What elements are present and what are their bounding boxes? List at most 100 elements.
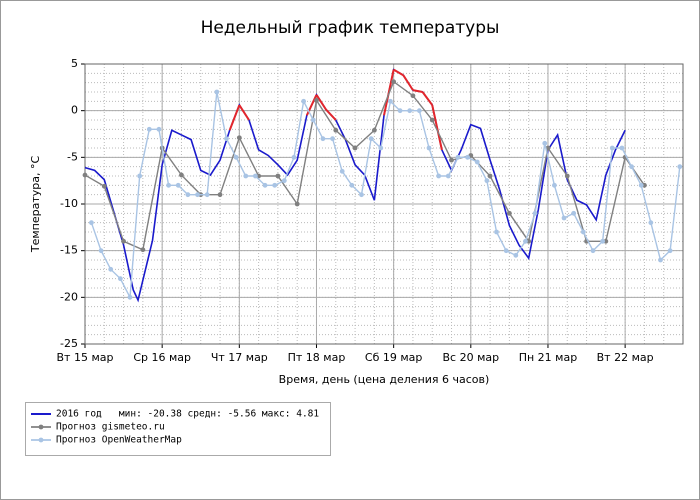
point	[590, 248, 596, 254]
point	[580, 229, 586, 235]
y-tick-label: -15	[60, 244, 78, 257]
highlight-segment	[228, 104, 241, 131]
point	[236, 135, 242, 141]
point	[648, 220, 654, 226]
point	[416, 108, 422, 114]
point	[484, 178, 490, 184]
point	[388, 98, 393, 104]
point	[397, 108, 403, 114]
point	[82, 172, 88, 178]
point	[571, 210, 577, 216]
point	[609, 145, 615, 151]
point	[532, 210, 538, 216]
point	[410, 93, 416, 99]
x-tick-label: Ср 16 мар	[133, 351, 191, 364]
point	[677, 164, 683, 170]
highlight-segment	[412, 89, 423, 93]
x-tick-label: Вт 22 мар	[597, 351, 654, 364]
legend-label: Прогноз OpenWeatherMap	[56, 435, 182, 446]
point	[320, 136, 326, 142]
highlight-segment	[402, 74, 414, 91]
point	[503, 248, 509, 254]
point	[333, 127, 339, 133]
y-axis-label: Температура, °C	[29, 156, 42, 254]
point	[217, 192, 223, 198]
point	[465, 154, 470, 160]
point	[349, 182, 355, 188]
series-line	[84, 68, 626, 303]
point	[252, 173, 258, 179]
point	[667, 248, 673, 254]
point	[474, 159, 480, 165]
point	[175, 182, 181, 188]
point	[368, 136, 374, 142]
point	[436, 173, 442, 179]
point	[101, 183, 107, 189]
point	[166, 182, 171, 188]
y-tick-label: 0	[71, 104, 78, 117]
point	[407, 108, 413, 114]
point	[137, 173, 143, 179]
plot-border	[84, 63, 684, 345]
point	[262, 182, 268, 188]
highlight-segment	[238, 104, 250, 121]
point	[445, 173, 451, 179]
highlight-segment	[421, 91, 434, 106]
point	[455, 154, 461, 160]
point	[523, 238, 528, 244]
x-tick-label: Пт 18 мар	[288, 351, 346, 364]
point	[98, 248, 104, 254]
y-tick-label: -5	[67, 150, 78, 163]
point	[117, 276, 123, 282]
point	[506, 210, 512, 216]
point	[551, 182, 557, 188]
point	[301, 98, 307, 104]
point	[243, 173, 249, 179]
point	[629, 164, 634, 170]
point	[272, 182, 278, 188]
point	[619, 145, 625, 151]
point	[156, 126, 162, 132]
point	[542, 140, 548, 146]
point	[89, 220, 94, 226]
y-tick-label: 5	[71, 57, 78, 70]
legend-marker	[38, 424, 44, 430]
point	[658, 257, 663, 263]
highlight-segment	[325, 109, 337, 121]
x-tick-label: Вс 20 мар	[443, 351, 500, 364]
point	[513, 252, 519, 258]
point	[224, 136, 229, 142]
point	[310, 117, 316, 123]
point	[378, 145, 384, 151]
point	[233, 154, 239, 160]
point	[108, 266, 114, 272]
point	[339, 168, 345, 174]
point	[352, 145, 358, 151]
point	[185, 192, 191, 198]
point	[314, 98, 319, 103]
point	[391, 79, 397, 85]
legend-box	[25, 402, 331, 456]
y-tick-label: -10	[60, 197, 78, 210]
point	[294, 201, 300, 207]
y-tick-label: -20	[60, 290, 78, 303]
legend-label: 2016 год мин: -20.38 средн: -5.56 макс: …	[56, 409, 319, 420]
point	[330, 136, 335, 142]
point	[494, 229, 499, 235]
point	[371, 127, 377, 133]
highlight-segment	[393, 68, 404, 77]
point	[487, 173, 493, 179]
x-tick-label: Вт 15 мар	[57, 351, 114, 364]
highlight-segment	[431, 104, 443, 151]
series-line	[84, 80, 645, 251]
x-tick-label: Пн 21 мар	[519, 351, 577, 364]
x-tick-label: Сб 19 мар	[365, 351, 422, 364]
point	[281, 178, 287, 184]
x-tick-label: Чт 17 мар	[211, 351, 268, 364]
point	[429, 117, 435, 123]
point	[140, 247, 146, 253]
legend-label: Прогноз gismeteo.ru	[56, 422, 165, 433]
chart-title: Недельный график температуры	[201, 18, 500, 38]
point	[359, 192, 364, 198]
